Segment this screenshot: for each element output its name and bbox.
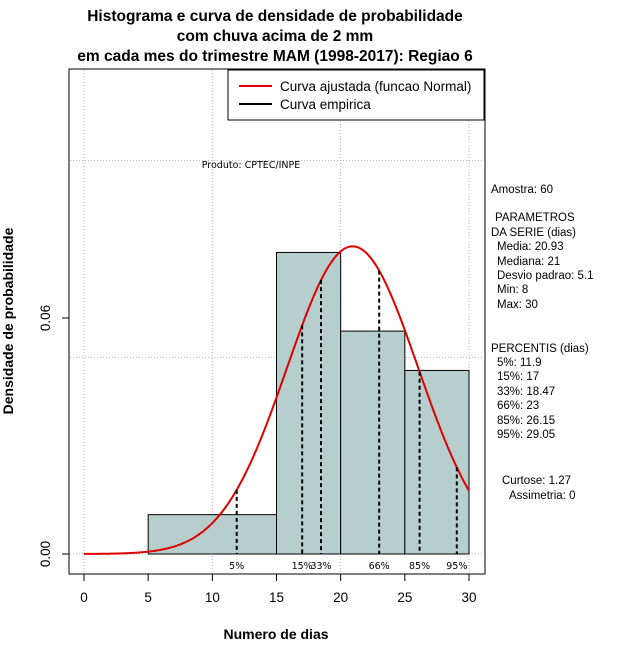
legend-empirical-label: Curva empirica [280, 97, 371, 112]
stat-p95: 95%: 29.05 [497, 429, 555, 441]
x-tick-label: 15 [269, 590, 284, 605]
stat-skewness: Assimetria: 0 [509, 490, 575, 502]
credit-label: Produto: CPTEC/INPE [202, 160, 301, 171]
percentile-label: 85% [409, 561, 430, 572]
stat-p33: 33%: 18.47 [497, 386, 555, 398]
percentile-label: 5% [229, 561, 244, 572]
histogram-bar [276, 251, 342, 555]
y-tick-label: 0.06 [38, 305, 53, 331]
x-axis-title: Numero de dias [223, 626, 328, 642]
y-tick-label: 0.00 [38, 541, 53, 567]
stat-sd: Desvio padrao: 5.1 [497, 270, 594, 282]
normal-fit-curve [84, 245, 470, 555]
bar-layer [147, 251, 470, 555]
stat-p5: 5%: 11.9 [497, 357, 542, 369]
params-header-2: DA SERIE (dias) [491, 227, 576, 239]
percentiles-header: PERCENTIS (dias) [491, 343, 589, 355]
stats-panel: Amostra: 60 PARAMETROS DA SERIE (dias) M… [491, 184, 594, 502]
percentile-label: 66% [369, 561, 390, 572]
x-tick-label: 25 [397, 590, 412, 605]
stat-min: Min: 8 [497, 284, 528, 296]
params-header-1: PARAMETROS [495, 212, 575, 224]
title-line-1: Histograma e curva de densidade de proba… [87, 8, 463, 25]
x-tick-label: 5 [144, 590, 152, 605]
stat-p66: 66%: 23 [497, 400, 539, 412]
title-line-2: com chuva acima de 2 mm [177, 28, 373, 45]
stat-p15: 15%: 17 [497, 371, 539, 383]
histogram-bar [404, 369, 470, 555]
x-tick-label: 20 [333, 590, 348, 605]
stat-mean: Media: 20.93 [497, 241, 564, 253]
y-axis-title: Densidade de probabilidade [0, 227, 16, 414]
percentile-label: 95% [446, 561, 467, 572]
legend-fit-label: Curva ajustada (funcao Normal) [280, 79, 471, 94]
x-tick-label: 30 [461, 590, 476, 605]
legend: Curva ajustada (funcao Normal) Curva emp… [227, 69, 485, 121]
percentile-label: 33% [310, 561, 331, 572]
x-tick-label: 10 [205, 590, 220, 605]
histogram-bar [340, 330, 406, 555]
stat-kurtosis: Curtose: 1.27 [502, 475, 571, 487]
percentile-label: 15% [292, 561, 313, 572]
stat-median: Mediana: 21 [497, 256, 560, 268]
stat-p85: 85%: 26.15 [497, 415, 555, 427]
x-tick-label: 0 [80, 590, 88, 605]
title-line-3: em cada mes do trimestre MAM (1998-2017)… [77, 48, 473, 65]
percentile-layer: 5% 15%33% 66% 85% 95% [229, 270, 467, 572]
plot-frame [68, 68, 486, 575]
stat-max: Max: 30 [497, 299, 538, 311]
chart-title: Histograma e curva de densidade de proba… [77, 8, 473, 65]
curve-layer [84, 245, 470, 555]
legend-box [227, 69, 485, 121]
sample-size: Amostra: 60 [491, 184, 553, 196]
